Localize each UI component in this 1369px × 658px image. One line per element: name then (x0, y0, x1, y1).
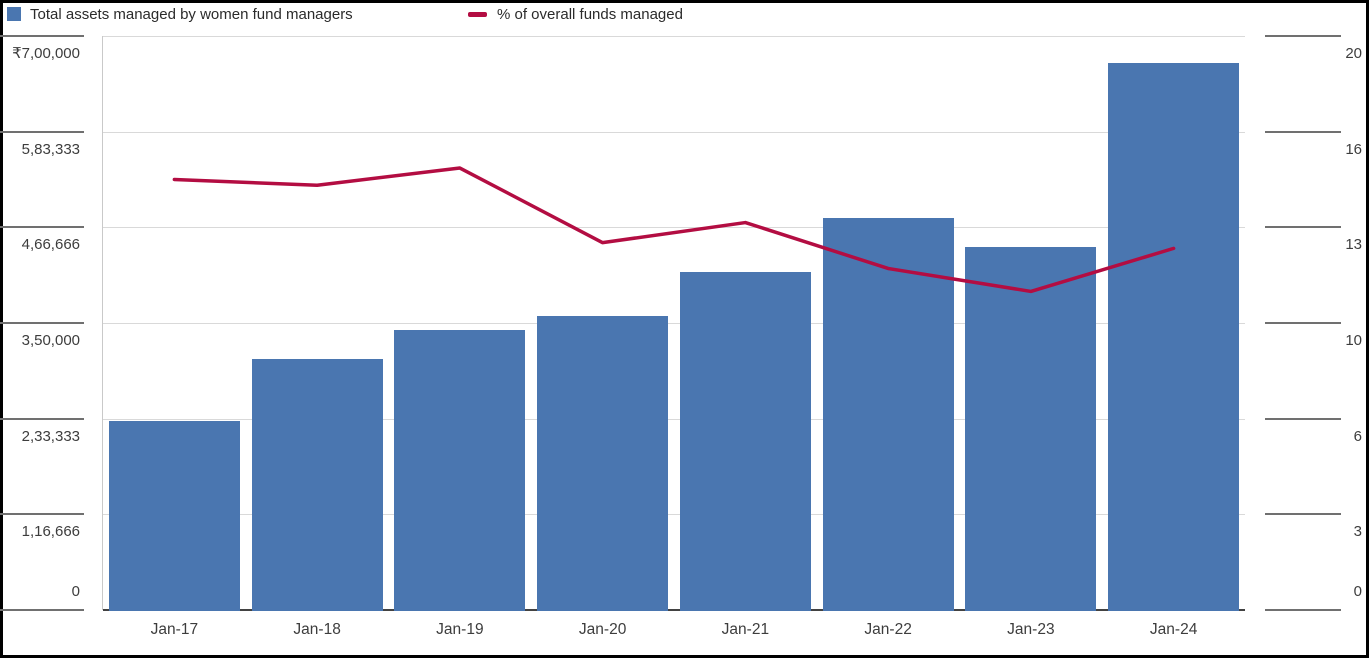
x-axis-label: Jan-22 (864, 621, 912, 638)
bar-jan-17 (108, 421, 240, 611)
x-axis-label: Jan-20 (578, 621, 627, 638)
left-axis-tick (0, 130, 84, 133)
x-axis-label: Jan-19 (436, 621, 484, 638)
bar-jan-20 (537, 316, 669, 611)
left-axis-tick (0, 226, 84, 229)
y-axis-line (102, 36, 103, 610)
right-axis-label: 13 (1345, 236, 1362, 254)
left-axis-tick (0, 35, 84, 37)
bar-jan-19 (394, 330, 526, 611)
gridline (103, 514, 1245, 516)
right-axis-tick (1265, 130, 1341, 133)
left-axis-tick (0, 513, 84, 516)
right-axis-tick (1265, 417, 1341, 420)
gridline (103, 36, 1245, 37)
line-series-swatch-icon (468, 11, 487, 17)
left-axis-label: ₹7,00,000 (12, 45, 80, 62)
left-axis-tick (0, 609, 84, 611)
right-axis-tick (1265, 226, 1341, 229)
x-axis-label: Jan-24 (1149, 621, 1198, 638)
left-axis-tick (0, 417, 84, 420)
x-axis-label: Jan-17 (150, 621, 199, 638)
bar-jan-24 (1108, 63, 1240, 611)
legend-label-total-assets: Total assets managed by women fund manag… (30, 5, 353, 23)
gridline (103, 323, 1245, 324)
left-axis-label: 0 (71, 583, 80, 600)
right-axis-tick (1265, 609, 1341, 611)
bar-jan-18 (251, 359, 383, 611)
x-axis-line (103, 609, 1245, 611)
x-axis-label: Jan-21 (721, 621, 770, 638)
left-axis-label: 1,16,666 (21, 523, 80, 541)
right-axis-label: 0 (1353, 583, 1362, 600)
right-axis-label: 10 (1345, 332, 1362, 349)
chart-legend: Total assets managed by women fund manag… (0, 2, 1369, 26)
gridline (103, 131, 1245, 133)
x-axis-label: Jan-18 (293, 621, 341, 638)
legend-label-percent-funds: % of overall funds managed (497, 5, 683, 23)
left-axis-tick (0, 322, 84, 324)
right-axis-tick (1265, 513, 1341, 516)
bar-jan-21 (679, 272, 811, 611)
right-axis-tick (1265, 322, 1341, 324)
legend-item-percent-funds: % of overall funds managed (468, 2, 683, 26)
right-axis-label: 16 (1345, 140, 1362, 158)
left-axis-label: 3,50,000 (21, 332, 80, 349)
bar-jan-22 (822, 218, 954, 611)
left-axis-label: 2,33,333 (21, 427, 80, 445)
legend-item-total-assets: Total assets managed by women fund manag… (7, 2, 353, 26)
left-axis-label: 5,83,333 (21, 140, 80, 158)
gridline (103, 418, 1245, 420)
right-axis-label: 3 (1353, 523, 1362, 541)
gridline (103, 227, 1245, 229)
x-axis-label: Jan-23 (1007, 621, 1055, 638)
bar-jan-23 (965, 246, 1097, 611)
left-axis-label: 4,66,666 (21, 236, 80, 254)
right-axis-tick (1265, 35, 1341, 37)
right-axis-label: 6 (1353, 427, 1362, 445)
bar-series-swatch-icon (7, 7, 21, 21)
right-axis-label: 20 (1345, 45, 1362, 62)
